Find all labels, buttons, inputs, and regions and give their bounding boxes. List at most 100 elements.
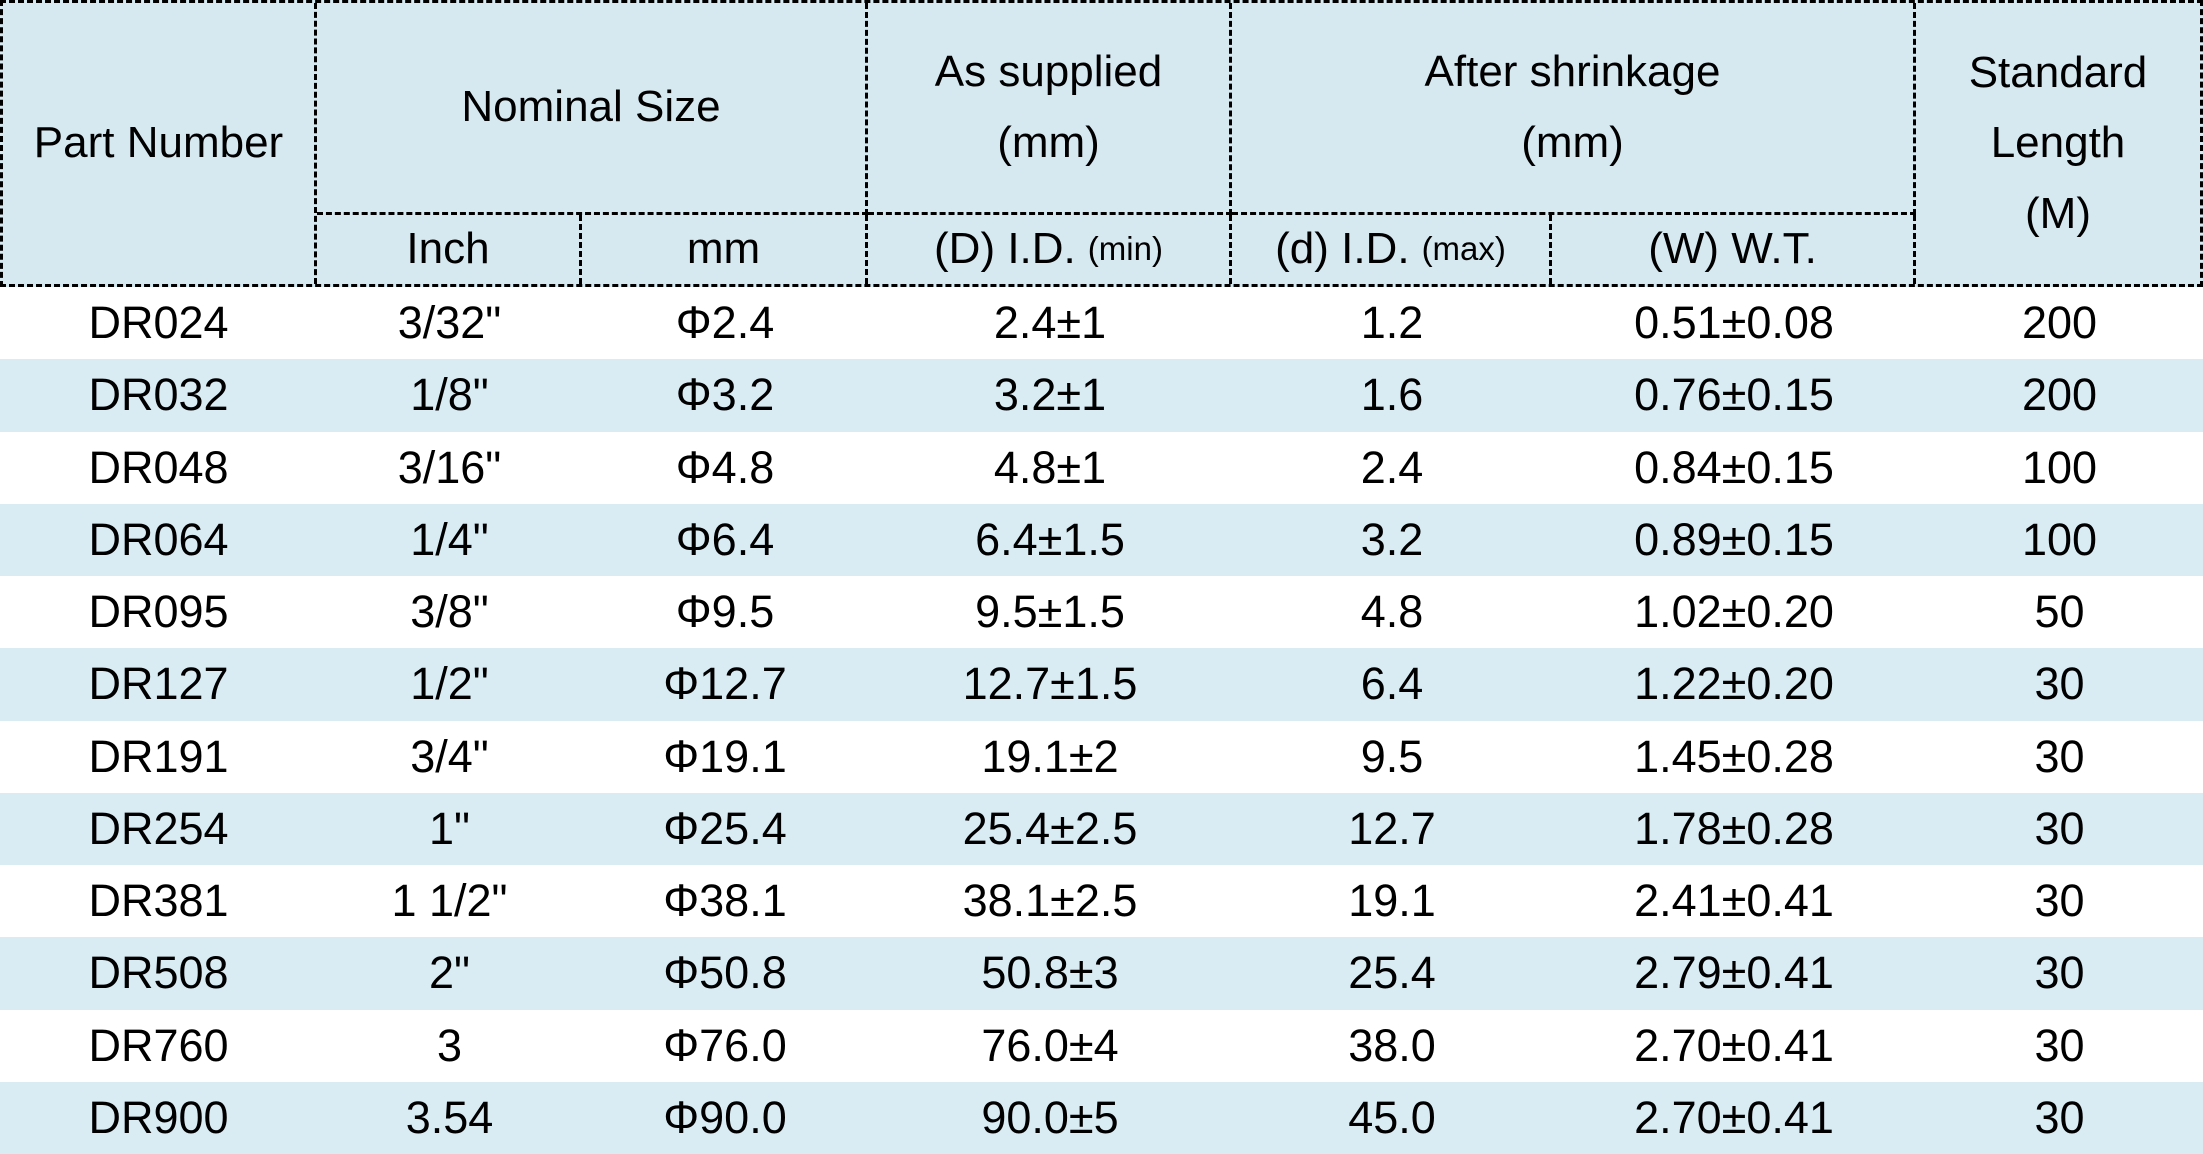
cell-inch: 1 1/2" — [391, 875, 508, 927]
cell-mm: Φ4.8 — [675, 441, 775, 493]
table-row: DR064 1/4" Φ6.4 6.4±1.5 3.2 0.89±0.15 100 — [0, 503, 2203, 576]
cell-d-id-max: 1.6 — [1360, 369, 1424, 421]
cell-standard-length: 200 — [2021, 297, 2098, 349]
cell-d-id-min: 90.0±5 — [981, 1091, 1119, 1143]
header-standard-length-line1: Standard — [1968, 47, 2148, 97]
header-inch-label: Inch — [406, 224, 490, 274]
cell-d-id-min: 12.7±1.5 — [962, 658, 1138, 710]
header-d-id-max: (d) I.D. (max) — [1232, 215, 1552, 284]
cell-mm: Φ90.0 — [663, 1091, 787, 1143]
cell-d-id-min: 19.1±2 — [981, 730, 1119, 782]
cell-standard-length: 30 — [2034, 1019, 2085, 1071]
cell-part-number: DR760 — [88, 1019, 229, 1071]
cell-inch: 1/4" — [410, 513, 489, 565]
header-as-supplied-line1: As supplied — [934, 47, 1163, 97]
cell-inch: 3/16" — [397, 441, 502, 493]
cell-standard-length: 50 — [2034, 586, 2085, 638]
header-d-id-min-main: (D) I.D. — [934, 224, 1076, 274]
cell-inch: 3 — [436, 1019, 463, 1071]
header-as-supplied-line2: (mm) — [997, 117, 1100, 167]
cell-d-id-min: 2.4±1 — [993, 297, 1107, 349]
cell-part-number: DR191 — [88, 730, 229, 782]
cell-part-number: DR900 — [88, 1091, 229, 1143]
cell-part-number: DR064 — [88, 513, 229, 565]
table-row: DR191 3/4" Φ19.1 19.1±2 9.5 1.45±0.28 30 — [0, 720, 2203, 793]
header-d-id-max-main: (d) I.D. — [1275, 224, 1410, 274]
table-body: DR024 3/32" Φ2.4 2.4±1 1.2 0.51±0.08 200 DR032 1… — [0, 287, 2203, 1154]
cell-inch: 3/8" — [410, 586, 489, 638]
table-row: DR127 1/2" Φ12.7 12.7±1.5 6.4 1.22±0.20 30 — [0, 648, 2203, 721]
cell-inch: 3/4" — [410, 730, 489, 782]
cell-w-wt: 2.70±0.41 — [1634, 1091, 1834, 1143]
cell-part-number: DR254 — [88, 802, 229, 854]
cell-mm: Φ19.1 — [663, 730, 787, 782]
cell-d-id-min: 3.2±1 — [993, 369, 1107, 421]
cell-inch: 3.54 — [405, 1091, 494, 1143]
header-w-wt: (W) W.T. — [1552, 215, 1916, 284]
cell-w-wt: 1.22±0.20 — [1634, 658, 1834, 710]
cell-d-id-min: 9.5±1.5 — [975, 586, 1125, 638]
cell-standard-length: 100 — [2021, 513, 2098, 565]
cell-mm: Φ38.1 — [663, 875, 787, 927]
table-row: DR254 1" Φ25.4 25.4±2.5 12.7 1.78±0.28 30 — [0, 792, 2203, 865]
cell-part-number: DR032 — [88, 369, 229, 421]
cell-standard-length: 30 — [2034, 730, 2085, 782]
cell-mm: Φ12.7 — [663, 658, 787, 710]
cell-d-id-max: 3.2 — [1360, 513, 1424, 565]
cell-standard-length: 30 — [2034, 1091, 2085, 1143]
table-header: Part Number Nominal Size As supplied (mm… — [0, 0, 2203, 287]
cell-d-id-max: 25.4 — [1348, 947, 1436, 999]
cell-d-id-min: 4.8±1 — [993, 441, 1107, 493]
header-standard-length: Standard Length (M) — [1916, 3, 2200, 284]
cell-d-id-min: 76.0±4 — [981, 1019, 1119, 1071]
header-w-wt-label: (W) W.T. — [1648, 224, 1817, 274]
cell-part-number: DR048 — [88, 441, 229, 493]
cell-mm: Φ76.0 — [663, 1019, 787, 1071]
header-part-number-label: Part Number — [33, 118, 284, 168]
cell-standard-length: 30 — [2034, 875, 2085, 927]
table-row: DR048 3/16" Φ4.8 4.8±1 2.4 0.84±0.15 100 — [0, 431, 2203, 504]
cell-part-number: DR508 — [88, 947, 229, 999]
cell-d-id-max: 9.5 — [1360, 730, 1424, 782]
table-row: DR900 3.54 Φ90.0 90.0±5 45.0 2.70±0.41 30 — [0, 1081, 2203, 1154]
cell-w-wt: 0.51±0.08 — [1634, 297, 1834, 349]
cell-standard-length: 30 — [2034, 947, 2085, 999]
cell-standard-length: 30 — [2034, 658, 2085, 710]
header-d-id-min-qualifier: (min) — [1087, 230, 1163, 268]
header-d-id-min: (D) I.D. (min) — [868, 215, 1232, 284]
cell-w-wt: 2.70±0.41 — [1634, 1019, 1834, 1071]
cell-part-number: DR381 — [88, 875, 229, 927]
cell-w-wt: 2.41±0.41 — [1634, 875, 1834, 927]
header-mm-label: mm — [686, 224, 761, 274]
header-nominal-size: Nominal Size — [317, 3, 868, 215]
header-after-shrinkage: After shrinkage (mm) — [1232, 3, 1916, 215]
table-row: DR032 1/8" Φ3.2 3.2±1 1.6 0.76±0.15 200 — [0, 359, 2203, 432]
header-d-id-max-qualifier: (max) — [1421, 230, 1506, 268]
cell-standard-length: 200 — [2021, 369, 2098, 421]
header-inch: Inch — [317, 215, 582, 284]
header-after-shrinkage-line2: (mm) — [1521, 117, 1624, 167]
cell-w-wt: 1.78±0.28 — [1634, 802, 1834, 854]
cell-w-wt: 1.02±0.20 — [1634, 586, 1834, 638]
table-row: DR760 3 Φ76.0 76.0±4 38.0 2.70±0.41 30 — [0, 1009, 2203, 1082]
cell-w-wt: 0.84±0.15 — [1634, 441, 1834, 493]
header-as-supplied: As supplied (mm) — [868, 3, 1232, 215]
cell-w-wt: 0.76±0.15 — [1634, 369, 1834, 421]
table-row: DR381 1 1/2" Φ38.1 38.1±2.5 19.1 2.41±0.41 30 — [0, 865, 2203, 938]
cell-d-id-min: 50.8±3 — [981, 947, 1119, 999]
header-nominal-size-label: Nominal Size — [461, 82, 721, 132]
header-standard-length-line2: Length — [1990, 118, 2126, 168]
cell-w-wt: 0.89±0.15 — [1634, 513, 1834, 565]
cell-inch: 2" — [428, 947, 470, 999]
cell-d-id-max: 1.2 — [1360, 297, 1424, 349]
cell-d-id-max: 2.4 — [1360, 441, 1424, 493]
cell-mm: Φ9.5 — [675, 586, 775, 638]
table-row: DR095 3/8" Φ9.5 9.5±1.5 4.8 1.02±0.20 50 — [0, 576, 2203, 649]
cell-inch: 3/32" — [397, 297, 502, 349]
cell-d-id-max: 38.0 — [1348, 1019, 1436, 1071]
cell-d-id-max: 45.0 — [1348, 1091, 1436, 1143]
cell-inch: 1" — [428, 802, 470, 854]
cell-d-id-max: 12.7 — [1348, 802, 1436, 854]
cell-inch: 1/2" — [410, 658, 489, 710]
